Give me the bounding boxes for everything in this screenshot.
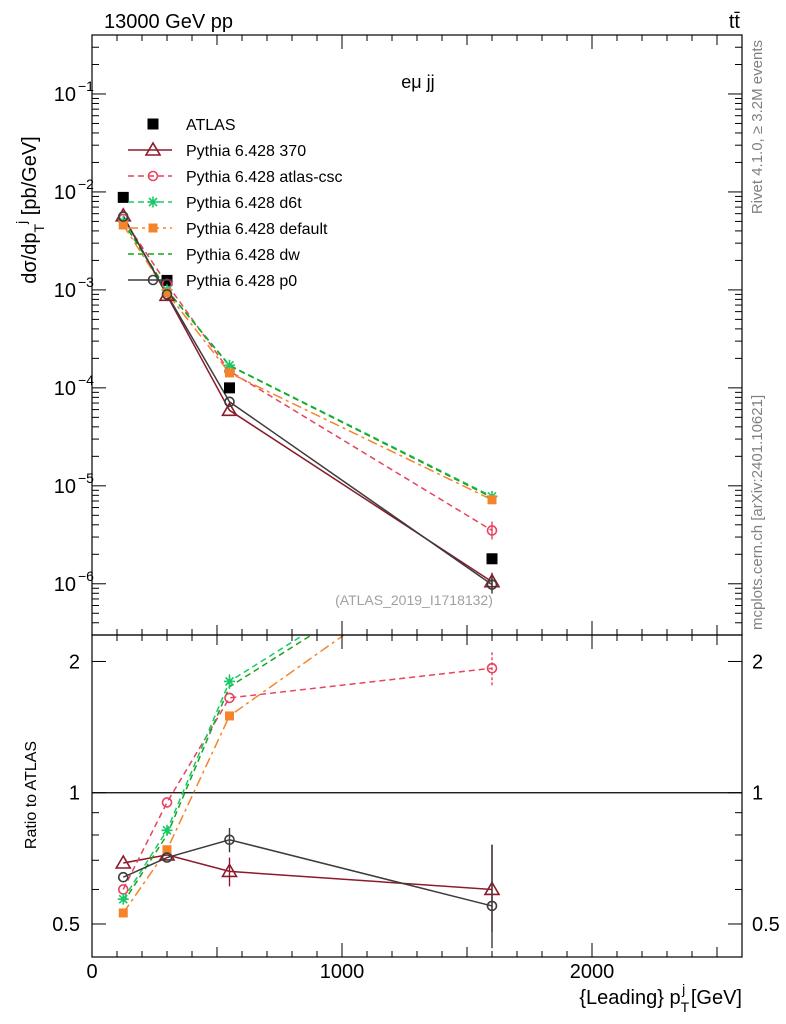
main-y-tick-label: 10: [54, 378, 76, 400]
main-y-tick-exponent: −4: [78, 372, 94, 388]
x-tick-label: 0: [86, 961, 97, 983]
main-y-tick-exponent: −6: [78, 568, 94, 584]
main-y-axis-label: dσ/dpTj [pb/GeV]: [13, 136, 47, 283]
x-tick-label: 2000: [570, 961, 615, 983]
x-tick-label: 1000: [320, 961, 365, 983]
legend-label-atlas_csc: Pythia 6.428 atlas-csc: [186, 169, 343, 186]
ratio-line-p370: [123, 854, 493, 891]
ratio-point-d6t: [487, 511, 498, 522]
legend-label-p0: Pythia 6.428 p0: [186, 273, 297, 290]
ratio-line-p0: [122, 838, 493, 907]
main-y-tick-exponent: −3: [78, 274, 94, 290]
site-label: mcplots.cern.ch [arXiv:2401.10621]: [749, 395, 766, 630]
main-line-atlas_csc: [122, 218, 493, 532]
ratio-line-default: [122, 635, 346, 914]
ratio-point-p0: [161, 852, 173, 863]
main-y-tick-exponent: −1: [78, 78, 94, 94]
main-point-default: [487, 495, 497, 505]
energy-label: 13000 GeV pp: [104, 11, 233, 33]
main-panel: 10−110−210−310−410−510−6 eμ jj (ATLAS_20…: [13, 34, 743, 636]
ratio-y-tick-label-right: 0.5: [752, 914, 780, 936]
main-line-default: [122, 224, 493, 501]
main-y-tick-exponent: −5: [78, 470, 94, 486]
main-point-default: [118, 220, 128, 230]
main-line-d6t: [122, 221, 493, 498]
ratio-axes: 0 1000 2000 0.5 0.5 1 1 2 2: [52, 635, 780, 983]
ratio-panel: 0 1000 2000 0.5 0.5 1 1 2 2 Ratio to ATLAS {Lead…: [23, 511, 780, 1015]
x-axis-label: {Leading} pTj [GeV]: [579, 981, 742, 1015]
legend-marker-ATLAS: [147, 118, 159, 130]
legend-label-p370: Pythia 6.428 370: [186, 143, 306, 160]
main-y-axis: 10−110−210−310−410−510−6: [54, 34, 743, 636]
ratio-y-tick-label-right: 1: [752, 783, 763, 805]
main-point-p0: [161, 289, 173, 300]
process-label: tt̄: [729, 11, 741, 33]
ratio-y-axis-label: Ratio to ATLAS: [23, 741, 40, 849]
main-point-ATLAS: [486, 553, 498, 565]
legend-marker-atlas_csc: [147, 170, 159, 182]
main-point-p0: [117, 211, 129, 222]
ratio-line-atlas_csc: [122, 667, 493, 890]
main-y-tick-label: 10: [54, 84, 76, 106]
main-point-d6t: [224, 359, 235, 371]
main-point-ATLAS: [117, 191, 129, 203]
ratio-y-tick-label-left: 2: [69, 651, 80, 673]
main-series-lines: [122, 215, 493, 586]
main-line-p0: [122, 216, 493, 586]
ratio-point-atlas_csc: [161, 797, 173, 808]
ratio-series-lines: [92, 635, 742, 914]
main-line-p370: [122, 215, 493, 583]
rivet-label: Rivet 4.1.0, ≥ 3.2M events: [749, 40, 766, 214]
ratio-y-tick-label-left: 0.5: [52, 914, 80, 936]
legend-label-dw: Pythia 6.428 dw: [186, 247, 300, 264]
main-y-tick-label: 10: [54, 182, 76, 204]
ratio-point-default: [162, 845, 172, 855]
main-y-tick-label: 10: [54, 280, 76, 302]
main-y-tick-exponent: −2: [78, 176, 94, 192]
ratio-point-d6t: [161, 824, 173, 836]
main-point-p0: [224, 396, 235, 408]
legend-marker-p0: [147, 274, 159, 286]
channel-annotation: eμ jj: [401, 72, 434, 92]
ratio-point-p370: [114, 854, 132, 869]
analysis-watermark: (ATLAS_2019_I1718132): [335, 592, 493, 608]
ratio-point-default: [225, 711, 234, 721]
ratio-frame: [91, 634, 743, 958]
legend: ATLAS Pythia 6.428 370 Pythia 6.428 atlas-…: [128, 117, 343, 290]
ratio-line-dw: [122, 635, 313, 903]
legend-marker-d6t: [147, 196, 159, 208]
main-point-ATLAS: [224, 382, 235, 394]
main-point-default: [225, 368, 234, 378]
ratio-y-tick-label-right: 2: [752, 651, 763, 673]
ratio-series-markers: [114, 511, 501, 949]
legend-marker-p370: [144, 141, 162, 156]
ratio-point-d6t: [117, 893, 129, 905]
ratio-y-tick-label-left: 1: [69, 783, 80, 805]
legend-label-default: Pythia 6.428 default: [186, 221, 328, 238]
ratio-point-default: [118, 908, 128, 918]
ratio-point-p0: [117, 871, 129, 883]
main-y-tick-label: 10: [54, 476, 76, 498]
main-point-p370: [221, 401, 238, 417]
main-series-markers: [114, 191, 501, 594]
main-y-tick-label: 10: [54, 574, 76, 596]
ratio-point-atlas_csc: [224, 692, 235, 704]
legend-label-d6t: Pythia 6.428 d6t: [186, 195, 302, 212]
legend-label-ATLAS: ATLAS: [186, 117, 236, 134]
main-point-default: [162, 288, 172, 298]
ratio-line-d6t: [122, 635, 305, 900]
legend-marker-default: [148, 223, 158, 233]
